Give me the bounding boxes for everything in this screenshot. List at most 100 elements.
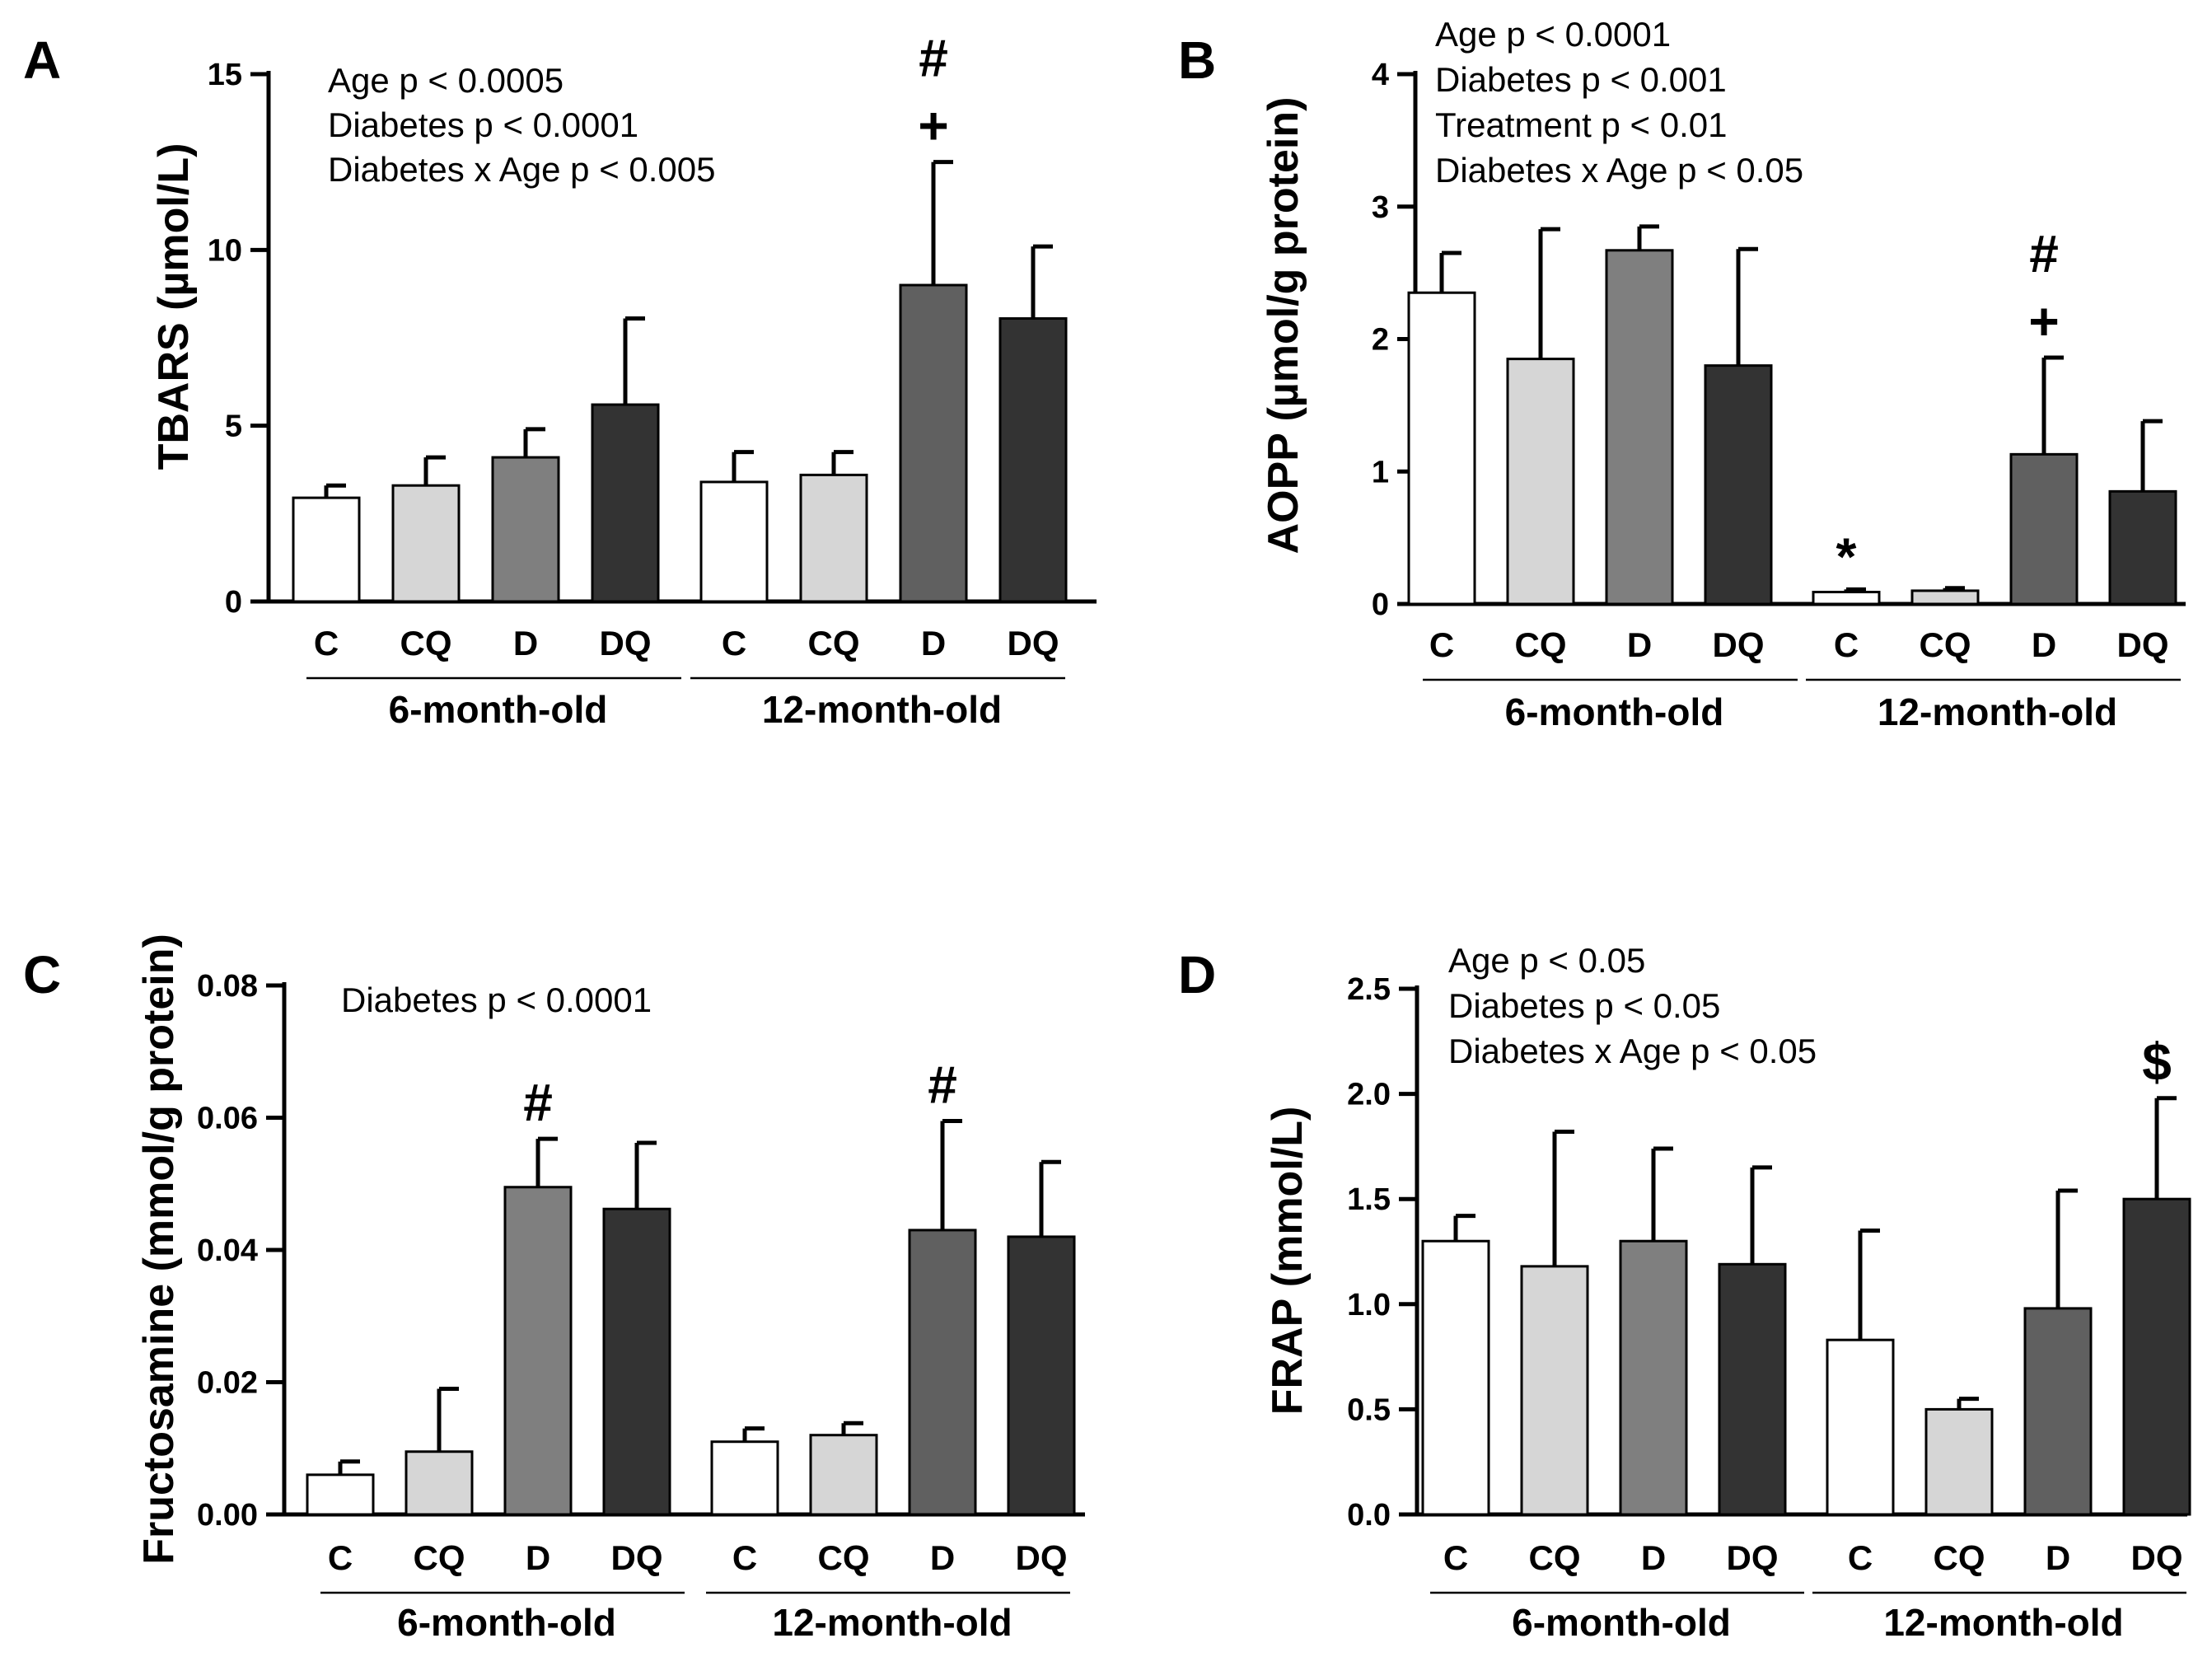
panel-d-group-label: 6-month-old [1512, 1601, 1731, 1644]
panel-b-y-tick-label: 3 [1372, 190, 1389, 225]
panel-d-category-label: D [2046, 1538, 2070, 1577]
panel-d-bar-2 [1619, 1239, 1688, 1516]
panel-b-category-label: D [2032, 625, 2056, 664]
panel-c-bar-1 [405, 1450, 474, 1516]
panel-b-category-label: DQ [2117, 625, 2169, 664]
panel-a-significance-mark: # [919, 29, 948, 88]
panel-c-category-label: DQ [1016, 1538, 1068, 1577]
panel-b-y-tick-label: 0 [1372, 587, 1389, 622]
panel-c-category-label: CQ [818, 1538, 870, 1577]
panel-c-y-tick-label: 0.00 [197, 1498, 258, 1533]
panel-a-bar-4 [699, 480, 769, 603]
panel-b: B AOPP (µmol/g protein) 0 1 2 3 4 C CQ D DQ C CQ D D… [1178, 15, 2186, 733]
panel-a-plot-area: 0 5 10 15 C CQ D DQ C CQ D DQ 6-month-old 12-month-ol… [208, 29, 1097, 731]
panel-c-y-tick-label: 0.04 [197, 1233, 258, 1268]
panel-c-bar-5 [809, 1434, 878, 1516]
panel-b-stat-line-4: Diabetes x Age p < 0.05 [1435, 151, 1803, 190]
panel-b-category-label: CQ [1515, 625, 1567, 664]
panel-b-letter: B [1178, 30, 1216, 90]
panel-d-category-label: DQ [2131, 1538, 2183, 1577]
panel-b-plot-area: 0 1 2 3 4 C CQ D DQ C CQ D DQ 6-month-old 12-month-old… [1372, 58, 2186, 733]
panel-b-significance-mark: * [1836, 527, 1857, 586]
panel-a-group-label: 6-month-old [389, 688, 608, 731]
panel-b-significance-mark: + [2028, 292, 2059, 351]
panel-c-letter: C [23, 945, 61, 1004]
panel-b-bar-4 [1812, 591, 1881, 606]
panel-d-bar-7 [2122, 1197, 2191, 1516]
panel-a-category-label: CQ [808, 624, 860, 662]
panel-a-category-label: C [314, 624, 339, 662]
panel-b-group-label: 6-month-old [1505, 690, 1724, 733]
panel-d-y-tick-label: 1.0 [1347, 1288, 1391, 1322]
panel-b-category-label: D [1627, 625, 1652, 664]
panel-c-bar-2 [503, 1186, 573, 1516]
panel-d-bar-6 [2023, 1307, 2093, 1516]
panel-a-bar-7 [998, 317, 1068, 603]
panel-a-y-axis-label: TBARS (µmol/L) [150, 143, 198, 470]
panel-d-bar-1 [1520, 1265, 1589, 1516]
panel-a-y-tick-label: 5 [225, 410, 242, 444]
panel-a-category-label: DQ [1008, 624, 1059, 662]
panel-a-letter: A [23, 30, 61, 90]
panel-a-category-label: CQ [400, 624, 452, 662]
panel-c-significance-mark: # [523, 1073, 553, 1132]
panel-a-stat-line-3: Diabetes x Age p < 0.005 [328, 150, 716, 189]
panel-a-stat-line-2: Diabetes p < 0.0001 [328, 105, 638, 144]
panel-c-category-label: D [526, 1538, 550, 1577]
panel-d-stat-line-2: Diabetes p < 0.05 [1448, 986, 1720, 1025]
panel-d: D FRAP (mmol/L) 0.0 0.5 1.0 1.5 2.0 2.5 C CQ D DQ… [1178, 941, 2191, 1644]
panel-c-category-label: D [930, 1538, 955, 1577]
panel-d-bar-5 [1924, 1407, 1994, 1516]
panel-a-group-label: 12-month-old [762, 688, 1002, 731]
panel-b-y-tick-label: 2 [1372, 323, 1389, 358]
panel-c-y-tick-label: 0.06 [197, 1102, 258, 1136]
panel-c-y-tick-label: 0.02 [197, 1366, 258, 1401]
panel-d-category-label: D [1641, 1538, 1666, 1577]
panel-b-bar-2 [1605, 249, 1674, 606]
panel-b-significance-mark: # [2029, 224, 2059, 283]
panel-c-category-label: C [328, 1538, 353, 1577]
panel-d-bar-4 [1826, 1338, 1895, 1516]
panel-c-bar-7 [1007, 1235, 1076, 1516]
panel-b-bar-5 [1910, 589, 1980, 606]
panel-b-bar-1 [1506, 358, 1575, 606]
panel-c-category-label: DQ [611, 1538, 663, 1577]
panel-c: C Fructosamine (mmol/g protein) 0.00 0.02… [23, 934, 1085, 1644]
panel-d-y-tick-label: 0.0 [1347, 1498, 1391, 1533]
panel-d-category-label: DQ [1727, 1538, 1779, 1577]
panel-a-y-tick-label: 15 [208, 58, 242, 92]
panel-c-category-label: C [732, 1538, 757, 1577]
panel-c-category-label: CQ [414, 1538, 465, 1577]
panel-d-stat-line-3: Diabetes x Age p < 0.05 [1448, 1032, 1817, 1070]
panel-b-bar-7 [2108, 489, 2177, 606]
panel-a-stat-line-1: Age p < 0.0005 [328, 61, 564, 100]
panel-a-category-label: D [513, 624, 538, 662]
panel-c-group-label: 6-month-old [397, 1601, 616, 1644]
panel-a: A TBARS (µmol/L) 0 5 10 15 C CQ D DQ C CQ D DQ 6-mon… [23, 29, 1097, 731]
panel-a-bar-2 [491, 456, 560, 603]
panel-c-plot-area: 0.00 0.02 0.04 0.06 0.08 C CQ D DQ C CQ D DQ 6-month-… [197, 969, 1085, 1644]
panel-a-y-tick-label: 0 [225, 585, 242, 620]
panel-a-bar-0 [292, 496, 361, 603]
panel-d-category-label: CQ [1529, 1538, 1581, 1577]
panel-d-y-tick-label: 1.5 [1347, 1182, 1391, 1217]
panel-b-y-tick-label: 4 [1372, 58, 1389, 92]
panel-b-group-label: 12-month-old [1878, 690, 2117, 733]
panel-c-y-axis-label: Fructosamine (mmol/g protein) [135, 934, 183, 1565]
panel-b-bar-6 [2009, 452, 2079, 606]
panel-b-bar-0 [1407, 291, 1476, 606]
panel-b-stat-line-1: Age p < 0.0001 [1435, 15, 1671, 54]
panel-a-category-label: D [921, 624, 946, 662]
panel-c-bar-3 [602, 1207, 671, 1516]
panel-b-category-label: C [1834, 625, 1859, 664]
panel-d-bar-3 [1718, 1262, 1787, 1516]
panel-c-group-label: 12-month-old [772, 1601, 1012, 1644]
panel-d-y-axis-label: FRAP (mmol/L) [1264, 1107, 1312, 1416]
panel-b-y-tick-label: 1 [1372, 455, 1389, 489]
panel-c-significance-mark: # [928, 1055, 957, 1115]
panel-d-plot-area: 0.0 0.5 1.0 1.5 2.0 2.5 C CQ D DQ C CQ D DQ 6-month-ol… [1347, 972, 2191, 1644]
panel-a-category-label: DQ [600, 624, 652, 662]
panel-d-group-label: 12-month-old [1883, 1601, 2123, 1644]
panel-b-stat-line-2: Diabetes p < 0.001 [1435, 60, 1727, 99]
